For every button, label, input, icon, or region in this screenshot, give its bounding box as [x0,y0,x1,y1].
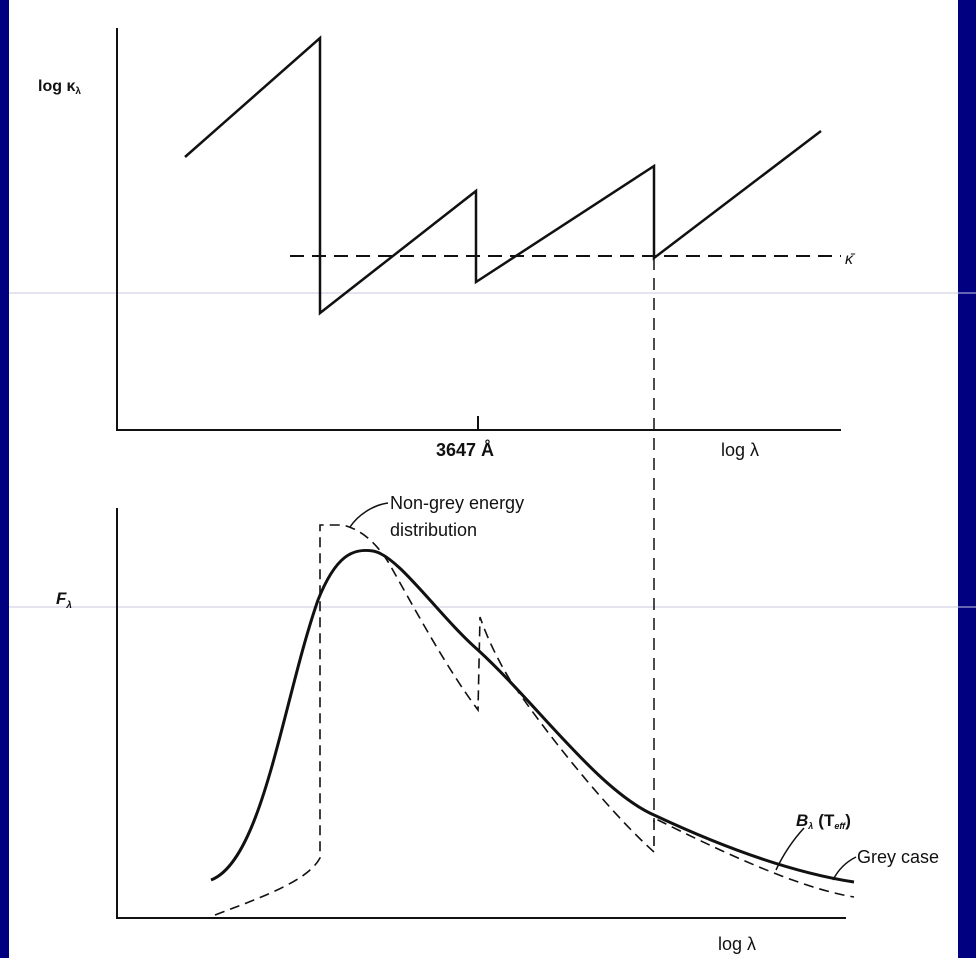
grey-arrow [832,856,857,881]
x-tick-label-3647: 3647 Å [436,440,494,460]
opacity-flux-diagram: log κλ 3647 Å log λ κ̄ Fλ log λ Non-grey… [9,28,976,954]
planck-arrow [775,827,805,871]
figure-canvas: log κλ 3647 Å log λ κ̄ Fλ log λ Non-grey… [9,0,976,958]
nongrey-arrow [349,502,389,528]
planck-grey-curve [210,548,855,884]
grey-case-label: Grey case [857,847,939,867]
planck-label: Bλ (Teff) [796,811,851,831]
top-x-label: log λ [721,440,759,460]
kappa-mean-label: κ̄ [845,251,856,268]
nongrey-label-line2: distribution [390,520,477,540]
top-y-label: log κλ [38,78,81,97]
kappa-lambda-curve [184,35,822,316]
bottom-y-label: Fλ [56,589,72,611]
nongrey-label-line1: Non-grey energy [390,493,524,513]
non-grey-curve [214,524,855,916]
bottom-x-label: log λ [718,934,756,954]
